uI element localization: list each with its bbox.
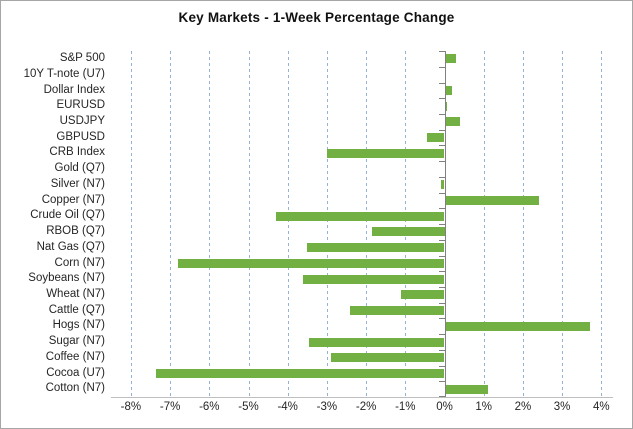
bar-cocoa-u7 [156,368,445,378]
bar-wheat-n7 [401,290,445,300]
value-tick-label: 4% [592,401,610,413]
value-tick-label: 1% [475,401,492,413]
category-label: S&P 500 [59,52,105,64]
category-label: CRB Index [49,146,105,159]
category-label: 10Y T-note (U7) [23,67,105,80]
category-label: Copper (N7) [41,193,105,206]
bar-cotton-n7 [444,384,488,394]
value-axis-line [111,397,613,398]
category-axis-tick [438,302,445,304]
bar-corn-n7 [177,258,445,268]
category-label: Nat Gas (Q7) [36,240,105,253]
value-tick-label: 0% [436,401,453,413]
category-axis-tick [438,129,445,131]
category-axis-tick [438,145,445,147]
category-label: Corn (N7) [54,256,105,269]
bar-dollar-index [444,85,453,95]
gridline [522,51,524,397]
bar-eurusd [444,101,447,111]
category-label: Silver (N7) [50,177,105,190]
category-axis-tick [438,176,445,178]
category-axis-tick [438,334,445,336]
category-axis-tick [438,271,445,273]
bar-soybeans-n7 [303,274,445,284]
gridline [130,51,132,397]
category-label: Hogs (N7) [52,319,105,332]
category-label: Wheat (N7) [46,287,105,300]
value-tick-label: -6% [199,401,220,413]
category-axis-tick [438,286,445,288]
category-axis-tick [438,396,445,397]
gridline [209,51,211,397]
bar-crude-oil-q7 [275,211,445,221]
plot-area [111,51,613,398]
bar-copper-n7 [444,195,539,205]
value-tick-label: -2% [355,401,377,413]
chart-title: Key Markets - 1-Week Percentage Change [178,10,455,25]
bar-silver-n7 [440,180,445,190]
gridline [483,51,485,397]
bar-hogs-n7 [444,321,590,331]
value-tick-label: -1% [395,401,416,413]
category-axis-tick [438,82,445,84]
category-label: RBOB (Q7) [46,225,105,237]
category-axis-tick [438,51,445,52]
bar-usdjpy [444,117,461,127]
category-axis-tick [438,318,445,320]
gridline [366,51,368,397]
category-label: USDJPY [59,114,105,127]
category-axis-tick [438,365,445,367]
category-label: Sugar (N7) [48,335,105,348]
category-label: Gold (Q7) [54,162,106,175]
category-label: Cattle (Q7) [48,303,105,316]
bar-cattle-q7 [350,306,445,315]
category-axis-tick [438,224,445,225]
category-label: Soybeans (N7) [28,272,105,285]
category-label: EURUSD [56,99,105,112]
bar-crb-index [326,148,445,158]
category-axis-tick [438,255,445,257]
category-label: Dollar Index [43,83,105,96]
category-label: Cocoa (U7) [46,366,105,379]
gridline [405,51,407,397]
gridline [326,51,328,397]
value-tick-label: -8% [120,401,142,413]
bar-gbpusd [426,133,445,142]
value-tick-label: 2% [514,401,532,413]
category-label: Coffee (N7) [45,350,105,363]
category-axis-tick [438,349,445,351]
category-label: Cotton (N7) [45,382,105,395]
gridline [287,51,289,397]
category-axis-tick [438,208,445,210]
zero-axis-line [444,51,446,397]
category-axis-tick [438,113,445,115]
bar-sugar-n7 [309,337,445,347]
gridline [170,51,172,397]
gridline [601,51,603,397]
gridline [562,51,564,397]
category-axis-tick [438,66,445,68]
bar-rbob-q7 [372,227,445,237]
value-tick-label: -3% [316,401,338,413]
category-label: Crude Oil (Q7) [30,209,105,222]
gridline [248,51,250,397]
bar-coffee-n7 [330,353,445,363]
category-axis-tick [438,192,445,194]
category-axis-tick [438,161,445,163]
bar-nat-gas-q7 [307,243,445,253]
value-tick-label: 3% [553,401,571,413]
category-axis-labels: S&P 500 10Y T-note (U7) Dollar Index EURUSD… [1,51,105,397]
category-label: GBPUSD [56,130,105,143]
category-axis-tick [438,239,445,241]
value-axis-labels: -8% -7% -6% -5% -4% -3% -2% -1% 0% 1% 2% 3% 4% [1,401,632,417]
category-axis-tick [438,98,445,100]
bar-s-p-500 [444,54,457,64]
value-tick-label: -4% [277,401,298,413]
value-tick-label: -7% [159,401,181,413]
category-axis-tick [438,381,445,383]
value-tick-label: -5% [238,401,259,413]
